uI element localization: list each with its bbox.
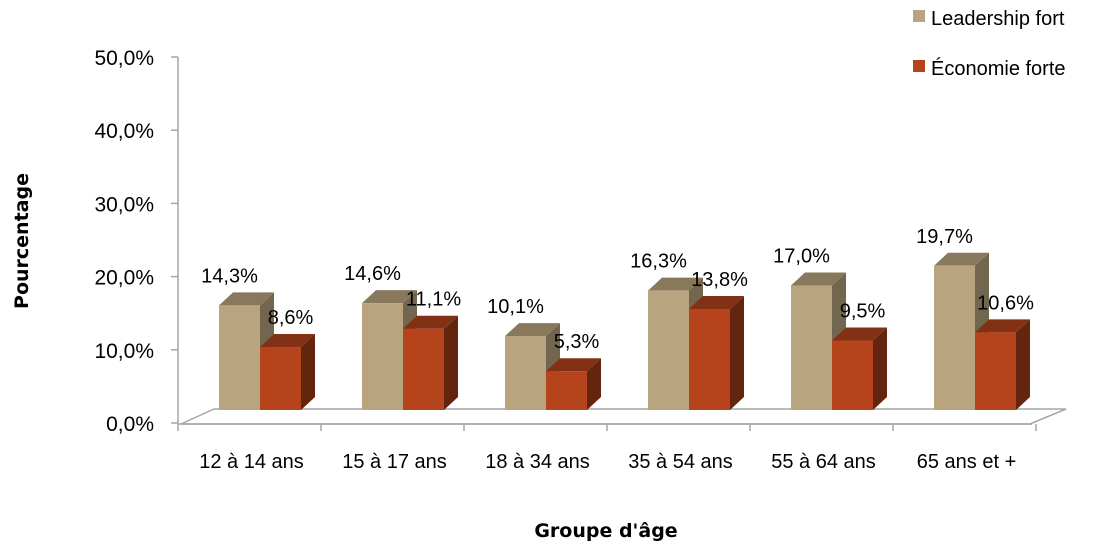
data-label: 17,0% <box>773 246 830 268</box>
category-label: 35 à 54 ans <box>628 451 733 473</box>
legend: Leadership fort Économie forte <box>913 8 1066 80</box>
chart-floor <box>180 408 1067 425</box>
bar-front <box>362 303 403 410</box>
data-label: 19,7% <box>916 226 973 248</box>
data-label: 9,5% <box>840 300 886 322</box>
data-label: 14,6% <box>344 263 401 285</box>
bar-front <box>648 290 689 410</box>
data-labels: 14,3% 8,6% 14,6%11,1% 10,1% 5,3% 16,3%13,8% 17… <box>201 226 1034 353</box>
legend-swatch-economie <box>913 60 925 72</box>
bar-front <box>260 347 301 410</box>
data-label: 11,1% <box>406 289 461 311</box>
bar-front <box>689 308 730 410</box>
bar-top <box>648 277 703 291</box>
legend-label-leadership: Leadership fort <box>931 8 1065 30</box>
y-tick-label: 0,0% <box>106 413 154 436</box>
bar-front <box>832 340 873 410</box>
bar-economie-1 <box>403 315 458 410</box>
bar-front <box>505 336 546 410</box>
bar-economie-4 <box>832 327 887 410</box>
data-label: 10,6% <box>977 292 1034 314</box>
bar-side <box>444 315 458 410</box>
bar-top <box>546 358 601 372</box>
value-axis: 0,0% 10,0% 20,0% 30,0% 40,0% 50,0% <box>94 47 1037 436</box>
category-label: 55 à 64 ans <box>771 451 876 473</box>
bar-economie-3 <box>689 295 744 410</box>
data-label: 16,3% <box>630 251 687 273</box>
data-label: 13,8% <box>691 269 748 291</box>
bar-top <box>832 327 887 341</box>
bar-side <box>873 327 887 410</box>
bar-economie-5 <box>975 319 1030 410</box>
bar-front <box>791 285 832 410</box>
legend-swatch-leadership <box>913 10 925 22</box>
bar-top <box>975 319 1030 333</box>
data-label: 5,3% <box>554 331 600 353</box>
y-tick-label: 40,0% <box>94 120 154 143</box>
y-tick-label: 20,0% <box>94 267 154 290</box>
category-label: 15 à 17 ans <box>342 451 447 473</box>
category-label: 12 à 14 ans <box>199 451 304 473</box>
bar-economie-0 <box>260 334 315 410</box>
bar-front <box>975 332 1016 410</box>
bar-top <box>403 315 458 329</box>
category-label: 18 à 34 ans <box>485 451 590 473</box>
bar-front <box>546 371 587 410</box>
x-axis-title: Groupe d'âge <box>534 520 677 542</box>
data-label: 14,3% <box>201 265 258 287</box>
bars <box>219 252 1030 410</box>
bar-top <box>362 290 417 304</box>
bar-economie-2 <box>546 358 601 410</box>
y-axis-title: Pourcentage <box>11 173 33 309</box>
bar-top <box>219 292 274 306</box>
bar-top <box>689 295 744 309</box>
bar-front <box>219 305 260 410</box>
category-axis-labels: 12 à 14 ans 15 à 17 ans 18 à 34 ans 35 à 54… <box>199 451 1016 473</box>
bar-top <box>791 272 846 286</box>
y-tick-label: 30,0% <box>94 193 154 216</box>
bar-top <box>260 334 315 348</box>
bar-side <box>301 334 315 410</box>
bar-top <box>934 252 989 266</box>
y-tick-label: 10,0% <box>94 340 154 363</box>
bar-front <box>934 265 975 410</box>
bar-leadership-1 <box>362 290 417 410</box>
bar-top <box>505 323 560 337</box>
data-label: 8,6% <box>268 307 314 329</box>
bar-front <box>403 328 444 410</box>
category-label: 65 ans et + <box>917 451 1017 473</box>
bar-side <box>1016 319 1030 410</box>
bar-side <box>730 295 744 410</box>
data-label: 10,1% <box>487 296 544 318</box>
bar-side <box>587 358 601 410</box>
y-tick-label: 50,0% <box>94 47 154 70</box>
floor-plane <box>180 408 1067 425</box>
legend-label-economie: Économie forte <box>931 57 1066 80</box>
